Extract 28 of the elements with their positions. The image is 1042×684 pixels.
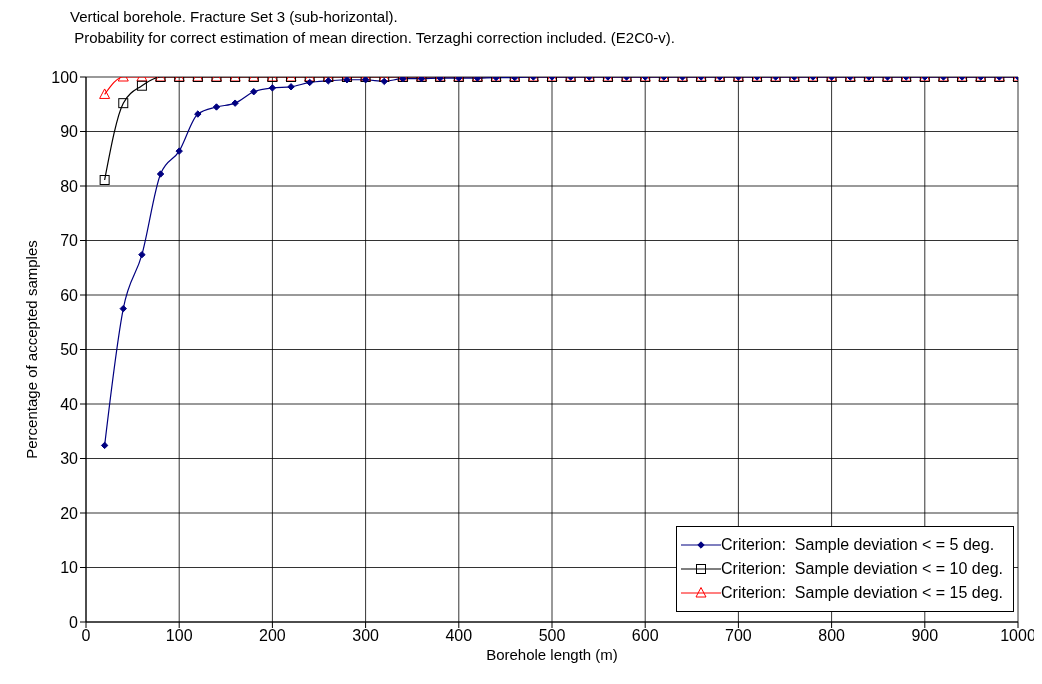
y-axis-title: Percentage of accepted samples <box>23 240 41 459</box>
y-tick-label: 10 <box>60 559 79 577</box>
x-tick-label: 700 <box>725 627 752 645</box>
x-tick-label: 500 <box>538 627 566 645</box>
chart-title: Vertical borehole. Fracture Set 3 (sub-horizontal). <box>70 8 398 25</box>
x-axis-title: Borehole length (m) <box>486 646 618 663</box>
chart-subtitle: Probability for correct estimation of mean direction. Terzaghi correction included. (E2C0-v). <box>73 29 675 46</box>
x-tick-label: 100 <box>165 627 193 645</box>
x-tick-label: 900 <box>911 627 939 645</box>
legend-label: Criterion: Sample deviation < = 15 deg. <box>721 583 1003 603</box>
legend-label: Criterion: Sample deviation < = 10 deg. <box>721 559 1003 579</box>
y-tick-label: 0 <box>69 613 79 631</box>
y-tick-label: 90 <box>60 123 79 141</box>
y-tick-label: 100 <box>51 68 79 86</box>
y-tick-label: 50 <box>60 341 79 359</box>
y-tick-label: 80 <box>60 177 79 195</box>
y-tick-label: 20 <box>60 504 79 522</box>
x-tick-label: 400 <box>445 627 473 645</box>
y-tick-label: 40 <box>60 395 79 413</box>
x-tick-label: 0 <box>81 627 91 645</box>
x-tick-label: 300 <box>352 627 380 645</box>
x-tick-label: 800 <box>818 627 846 645</box>
legend-label: Criterion: Sample deviation < = 5 deg. <box>721 535 995 555</box>
x-tick-label: 600 <box>631 627 659 645</box>
y-tick-label: 30 <box>60 450 79 468</box>
y-tick-label: 60 <box>60 286 79 304</box>
y-tick-label: 70 <box>60 232 79 250</box>
x-tick-label: 200 <box>259 627 286 645</box>
